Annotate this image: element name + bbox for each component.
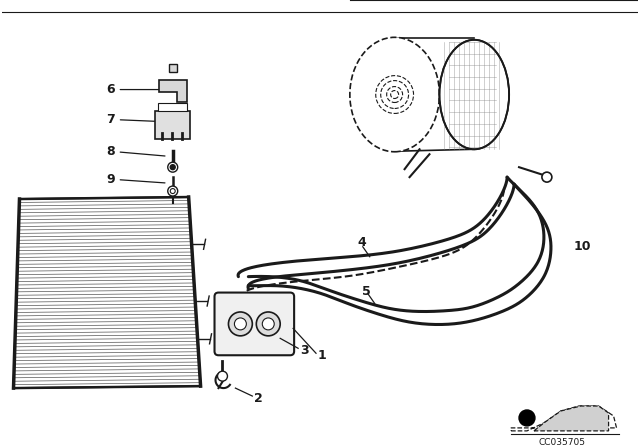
Circle shape [228, 312, 252, 336]
Text: 10: 10 [573, 240, 591, 253]
Circle shape [256, 312, 280, 336]
Circle shape [170, 165, 175, 170]
Text: CC035705: CC035705 [538, 438, 586, 447]
Circle shape [218, 371, 227, 381]
Text: 8: 8 [106, 145, 165, 158]
Polygon shape [511, 406, 616, 431]
Text: 2: 2 [254, 392, 263, 405]
Circle shape [542, 172, 552, 182]
Text: 6: 6 [106, 83, 163, 96]
FancyBboxPatch shape [214, 293, 294, 355]
Polygon shape [159, 80, 187, 102]
Circle shape [262, 318, 274, 330]
Text: 5: 5 [362, 285, 371, 298]
Text: 9: 9 [106, 172, 165, 185]
Ellipse shape [350, 37, 440, 152]
Bar [155, 112, 189, 139]
Circle shape [170, 189, 175, 194]
Text: 1: 1 [318, 349, 327, 362]
Circle shape [168, 162, 178, 172]
Text: 7: 7 [106, 113, 155, 126]
Circle shape [168, 186, 178, 196]
Text: 3: 3 [300, 344, 308, 357]
Polygon shape [13, 197, 200, 388]
Text: 11: 11 [489, 105, 507, 118]
Bar [158, 103, 187, 112]
Bar [169, 64, 177, 72]
Circle shape [234, 318, 246, 330]
Circle shape [519, 410, 535, 426]
Text: 4: 4 [358, 236, 367, 249]
Ellipse shape [440, 40, 509, 149]
Polygon shape [534, 406, 609, 431]
